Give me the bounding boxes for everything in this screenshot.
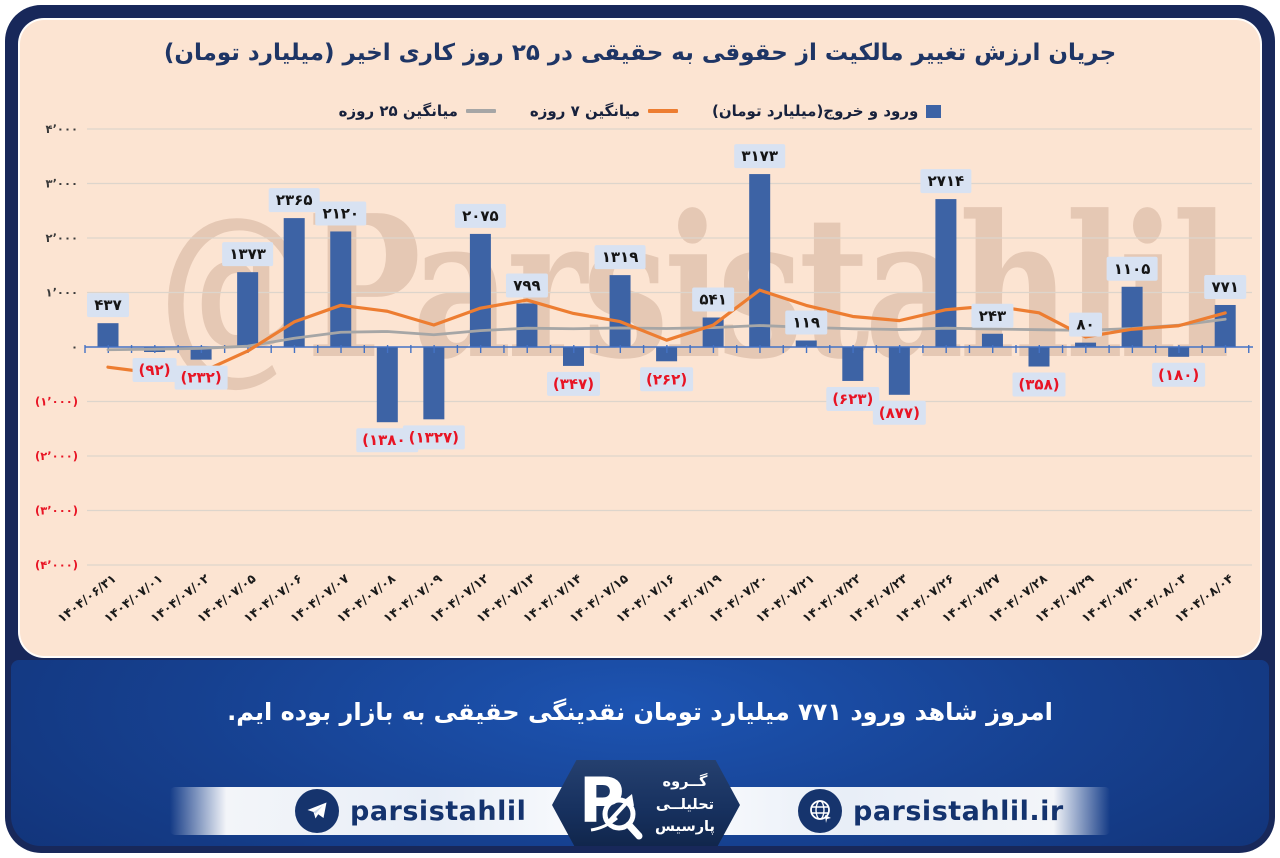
svg-text:۱۱۹: ۱۱۹ — [793, 314, 820, 332]
svg-text:۲۱۲۰: ۲۱۲۰ — [322, 204, 359, 222]
svg-text:۱۳۱۹: ۱۳۱۹ — [602, 248, 639, 266]
parsis-logo-mark: P — [577, 764, 647, 844]
svg-text:۷۹۹: ۷۹۹ — [513, 276, 540, 294]
svg-text:۰: ۰ — [71, 340, 78, 354]
website-link[interactable]: parsistahlil.ir — [798, 789, 1064, 833]
chart-title: جریان ارزش تغییر مالکیت از حقوقی به حقیق… — [163, 40, 1117, 66]
legend-item-inflow-outflow: ورود و خروج(میلیارد تومان) — [711, 102, 942, 120]
telegram-handle: parsistahlil — [350, 795, 527, 827]
svg-text:(۱٬۰۰۰): (۱٬۰۰۰) — [35, 395, 78, 409]
arrow-head — [622, 794, 635, 806]
gray-line-swatch-icon — [465, 109, 496, 113]
svg-text:۴٬۰۰۰: ۴٬۰۰۰ — [46, 122, 78, 136]
globe-icon — [798, 789, 842, 833]
svg-text:۱٬۰۰۰: ۱٬۰۰۰ — [46, 286, 78, 300]
svg-text:(۱۸۰): (۱۸۰) — [1158, 366, 1199, 384]
chart-card: @Parsistahlil جریان ارزش تغییر مالکیت از… — [18, 18, 1262, 658]
legend-label-bars: ورود و خروج(میلیارد تومان) — [711, 102, 919, 120]
bar-line-chart: ۴٬۰۰۰ ۳٬۰۰۰ ۲٬۰۰۰ ۱٬۰۰۰ ۰ (۱٬۰۰۰) (۲٬۰۰۰) (۳٬۰۰… — [35, 122, 1253, 626]
legend-item-7day-avg: میانگین ۷ روزه — [530, 102, 678, 120]
svg-text:(۳۵۸): (۳۵۸) — [1018, 376, 1059, 394]
svg-text:(۱۳۸۰): (۱۳۸۰) — [362, 431, 412, 449]
svg-text:۳٬۰۰۰: ۳٬۰۰۰ — [46, 177, 78, 191]
svg-text:۱۱۰۵: ۱۱۰۵ — [1114, 260, 1151, 278]
svg-text:۳۱۷۳: ۳۱۷۳ — [741, 147, 778, 165]
telegram-icon — [295, 789, 339, 833]
svg-text:۸۰: ۸۰ — [1076, 316, 1094, 334]
svg-text:۲٬۰۰۰: ۲٬۰۰۰ — [46, 231, 78, 245]
svg-text:(۲۶۲): (۲۶۲) — [646, 370, 687, 388]
swoosh-line — [590, 816, 618, 832]
svg-text:(۹۲): (۹۲) — [139, 361, 171, 379]
svg-text:(۸۷۷): (۸۷۷) — [879, 404, 920, 422]
svg-text:۲۰۷۵: ۲۰۷۵ — [462, 207, 499, 225]
svg-text:۲۴۳: ۲۴۳ — [979, 307, 1006, 325]
svg-text:(۳۴۷): (۳۴۷) — [553, 375, 594, 393]
telegram-channel-link[interactable]: parsistahlil — [295, 789, 526, 833]
cursor-arrow — [825, 815, 831, 823]
arrow-shaft — [605, 798, 631, 826]
svg-text:۵۴۱: ۵۴۱ — [699, 291, 726, 309]
legend-item-25day-avg: میانگین ۲۵ روزه — [339, 102, 496, 120]
brand-line-3: پارسیس — [655, 819, 715, 836]
brand-logo-diamond: P گــروه تحلیلــی پارسیس — [552, 760, 740, 846]
brand-name: گــروه تحلیلــی پارسیس — [655, 771, 715, 838]
svg-text:(۶۲۳): (۶۲۳) — [832, 390, 873, 408]
orange-line-swatch-icon — [647, 109, 678, 113]
chart-legend: میانگین ۲۵ روزه میانگین ۷ روزه ورود و خر… — [20, 102, 1260, 120]
summary-text: امروز شاهد ورود ۷۷۱ میلیارد تومان نقدینگ… — [227, 698, 1053, 726]
magnifier-ring — [602, 797, 636, 831]
svg-text:۷۷۱: ۷۷۱ — [1211, 278, 1238, 296]
website-url: parsistahlil.ir — [853, 795, 1064, 827]
svg-text:(۳٬۰۰۰): (۳٬۰۰۰) — [35, 504, 78, 518]
svg-text:۴۳۷: ۴۳۷ — [94, 296, 121, 314]
svg-text:۱۳۷۳: ۱۳۷۳ — [229, 245, 266, 263]
bottom-panel: امروز شاهد ورود ۷۷۱ میلیارد تومان نقدینگ… — [11, 660, 1269, 846]
legend-label-7day: میانگین ۷ روزه — [529, 102, 640, 120]
magnifier-handle — [625, 821, 643, 840]
brand-line-1: گــروه — [662, 774, 708, 791]
svg-text:(۴٬۰۰۰): (۴٬۰۰۰) — [35, 558, 78, 572]
svg-text:۲۳۶۵: ۲۳۶۵ — [276, 191, 313, 209]
blue-bar-swatch-icon — [926, 104, 942, 118]
outer-frame: @Parsistahlil جریان ارزش تغییر مالکیت از… — [5, 5, 1275, 853]
svg-text:(۲۳۲): (۲۳۲) — [181, 369, 222, 387]
brand-line-2: تحلیلــی — [655, 796, 715, 813]
legend-label-25day: میانگین ۲۵ روزه — [338, 102, 458, 120]
svg-text:(۲٬۰۰۰): (۲٬۰۰۰) — [35, 449, 78, 463]
svg-text:۲۷۱۴: ۲۷۱۴ — [928, 172, 965, 190]
svg-text:(۱۳۲۷): (۱۳۲۷) — [409, 428, 459, 446]
